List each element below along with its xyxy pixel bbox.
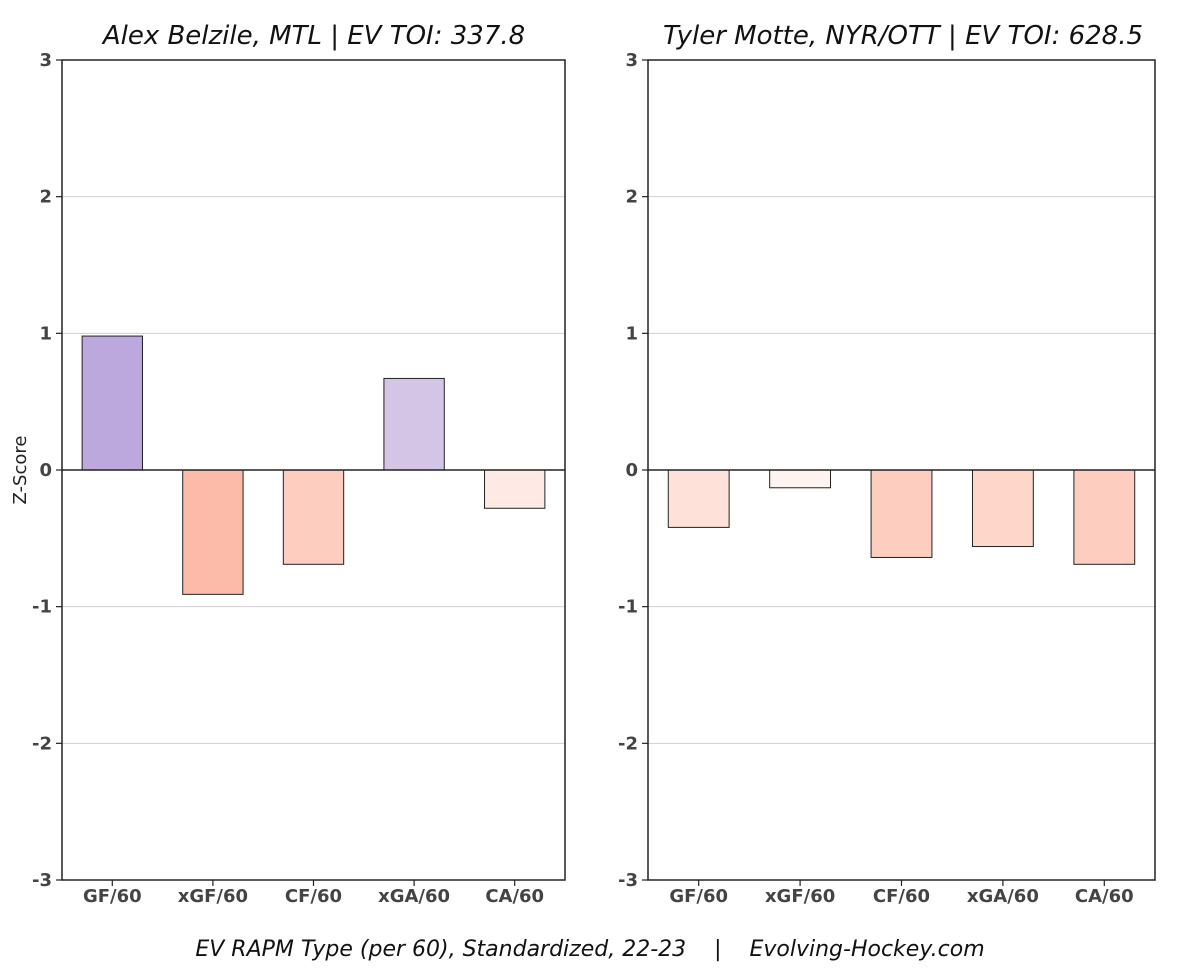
plot-frame [61, 59, 566, 881]
bar-gf-per-60 [81, 335, 143, 471]
bar-cf-per-60 [870, 469, 933, 558]
x-tick-label: CA/60 [485, 886, 544, 907]
x-tick-label: xGA/60 [378, 886, 450, 907]
bar-ca-per-60 [1073, 469, 1136, 565]
figure-footer: EV RAPM Type (per 60), Standardized, 22-… [195, 937, 984, 962]
bar-xgf-per-60 [182, 469, 244, 595]
bar-xga-per-60 [971, 469, 1034, 548]
bar-xga-per-60 [383, 377, 445, 471]
bar-xgf-per-60 [769, 469, 832, 489]
bar-ca-per-60 [484, 469, 546, 509]
x-tick-label: xGA/60 [967, 886, 1039, 907]
y-tick-label: -2 [32, 733, 52, 754]
chart-title: Alex Belzile, MTL | EV TOI: 337.8 [101, 21, 525, 51]
bar-gf-per-60 [667, 469, 730, 528]
y-tick-label: 3 [625, 50, 638, 71]
x-tick-label: GF/60 [83, 886, 142, 907]
y-tick-label: 0 [625, 460, 638, 481]
y-tick-label: -1 [618, 597, 638, 618]
y-tick-label: -2 [618, 733, 638, 754]
y-axis-label: Z-Score [10, 436, 31, 505]
y-tick-label: 2 [625, 187, 638, 208]
y-tick-label: 1 [39, 323, 52, 344]
x-tick-label: xGF/60 [765, 886, 835, 907]
plot-frame [647, 59, 1156, 881]
y-tick-label: 0 [39, 460, 52, 481]
y-tick-label: 2 [39, 187, 52, 208]
y-tick-label: 1 [625, 323, 638, 344]
left-chart-panel: Alex Belzile, MTL | EV TOI: 337.8 -3 -2 -1 0… [32, 21, 566, 907]
y-tick-label: -3 [32, 870, 52, 891]
y-tick-label: -1 [32, 597, 52, 618]
y-tick-label: -3 [618, 870, 638, 891]
chart-title: Tyler Motte, NYR/OTT | EV TOI: 628.5 [663, 21, 1143, 51]
x-tick-label: CF/60 [873, 886, 930, 907]
bar-cf-per-60 [282, 469, 345, 565]
right-chart-panel: Tyler Motte, NYR/OTT | EV TOI: 628.5 -3 -2… [618, 21, 1156, 907]
x-tick-label: GF/60 [669, 886, 728, 907]
x-tick-label: CA/60 [1075, 886, 1134, 907]
y-tick-label: 3 [39, 50, 52, 71]
x-tick-label: xGF/60 [178, 886, 248, 907]
x-tick-label: CF/60 [285, 886, 342, 907]
